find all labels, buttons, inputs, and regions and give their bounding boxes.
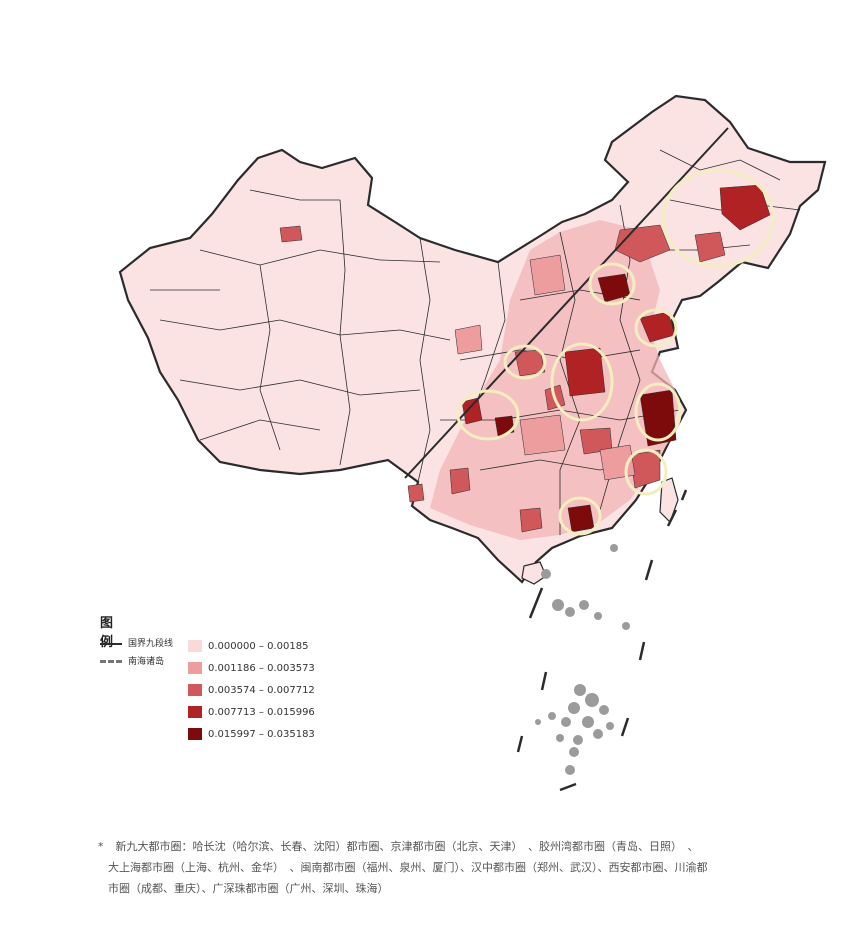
legend-class-5: 0.015997 – 0.035183 (188, 728, 315, 744)
color-swatch (188, 684, 202, 696)
high-value-areas (279, 184, 771, 533)
hainan (521, 561, 547, 585)
class-range: 0.001186 – 0.003573 (208, 663, 315, 674)
legend-class-3: 0.003574 – 0.007712 (188, 684, 315, 700)
legend-class-2: 0.001186 – 0.003573 (188, 662, 315, 678)
legend-item-label: 国界九段线 (128, 639, 174, 649)
legend-item-islands: 南海诸岛 (100, 654, 164, 667)
taiwan (659, 477, 679, 524)
footnote-marker: * (98, 840, 104, 853)
nine-dash-line (516, 489, 688, 792)
legend-class-1: 0.000000 – 0.00185 (188, 640, 308, 656)
footnote-text: 新九大都市圈：哈长沈（哈尔滨、长春、沈阳）都市圈、京津都市圈（北京、天津） 、胶… (108, 840, 708, 895)
legend-class-4: 0.007713 – 0.015996 (188, 706, 315, 722)
solid-line-icon (100, 642, 122, 645)
class-range: 0.000000 – 0.00185 (208, 641, 309, 652)
legend-item-label: 南海诸岛 (128, 657, 165, 667)
class-range: 0.003574 – 0.007712 (208, 685, 315, 696)
color-swatch (188, 640, 202, 652)
class-range: 0.007713 – 0.015996 (208, 707, 315, 718)
color-swatch (188, 728, 202, 740)
legend-item-border: 国界九段线 (100, 636, 173, 649)
metro-circles (456, 168, 775, 536)
color-swatch (188, 706, 202, 718)
color-swatch (188, 662, 202, 674)
south-sea-islands (535, 544, 630, 775)
class-range: 0.015997 – 0.035183 (208, 729, 315, 740)
footnote: * 新九大都市圈：哈长沈（哈尔滨、长春、沈阳）都市圈、京津都市圈（北京、天津） 、… (98, 836, 708, 899)
dashed-line-icon (100, 660, 122, 663)
